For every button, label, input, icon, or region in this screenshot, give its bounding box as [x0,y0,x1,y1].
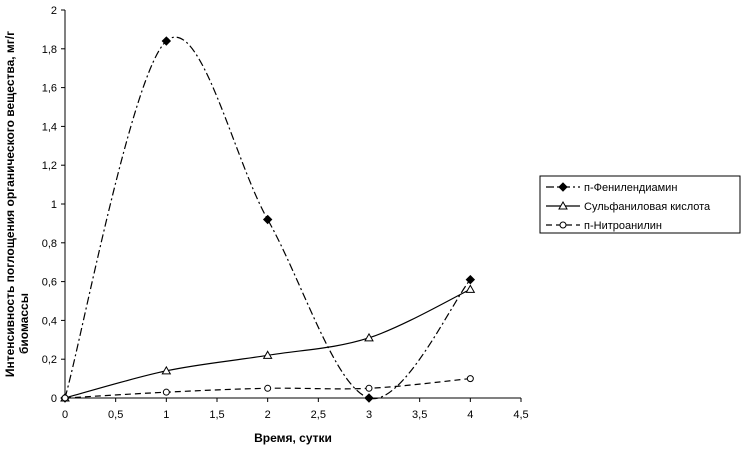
x-tick-label: 3,5 [412,409,427,421]
y-tick-label: 1,4 [42,121,57,133]
series-line [64,288,471,399]
x-tick-label: 1 [163,409,169,421]
x-tick-label: 4 [467,409,473,421]
x-tick-label: 0,5 [108,409,123,421]
data-point [364,393,374,403]
data-point [364,332,374,342]
y-axis-title-line-1: Интенсивность поглощения органического в… [3,31,17,377]
legend-marker [558,200,568,210]
x-ticks: 0 0,5 1 1,5 2 2,5 3 3,5 4 4,5 [62,398,529,421]
x-axis-title: Время, сутки [254,431,332,445]
legend: п-Фенилендиамин Сульфаниловая кислота п-Ни… [539,175,741,234]
data-point [466,375,474,383]
x-tick-label: 3 [366,409,372,421]
y-tick-label: 0,4 [42,315,57,327]
data-point [465,274,476,285]
y-axis-title: Интенсивность поглощения органического в… [3,31,31,377]
y-tick-label: 1 [51,199,57,211]
data-point [61,394,69,402]
data-point [162,388,170,396]
legend-marker [558,182,568,192]
x-tick-label: 2 [265,409,271,421]
data-point [161,365,172,375]
series-1 [60,36,476,403]
y-tick-label: 1,8 [42,44,57,56]
y-tick-label: 1,2 [42,160,57,172]
axes [64,10,521,399]
x-tick-label: 4,5 [513,409,528,421]
data-point [262,214,273,225]
y-tick-label: 2 [51,5,57,17]
y-tick-label: 0,6 [42,277,57,289]
series-3 [61,375,474,402]
y-tick-label: 0 [51,393,57,405]
data-point [264,384,272,392]
series-layer [60,36,476,403]
legend-label: п-Нитроанилин [584,220,662,232]
y-axis-title-line-2: биомассы [17,293,31,354]
legend-label: п-Фенилендиамин [584,182,677,194]
y-ticks: 0 0,2 0,4 0,6 0,8 1 1,2 1,4 1,6 1,8 2 [42,5,65,405]
series-2 [60,284,476,402]
legend-box [539,175,741,234]
data-point [465,284,476,293]
y-tick-label: 1,6 [42,83,57,95]
y-tick-label: 0,2 [42,354,57,366]
x-tick-label: 2,5 [311,409,326,421]
legend-marker [559,221,567,229]
data-point [161,36,172,46]
data-point [365,384,373,392]
series-line [64,36,471,400]
data-point [262,350,273,359]
x-tick-label: 0 [62,409,68,421]
y-tick-label: 0,8 [42,238,57,250]
legend-label: Сульфаниловая кислота [584,201,711,213]
x-tick-label: 1,5 [209,409,224,421]
